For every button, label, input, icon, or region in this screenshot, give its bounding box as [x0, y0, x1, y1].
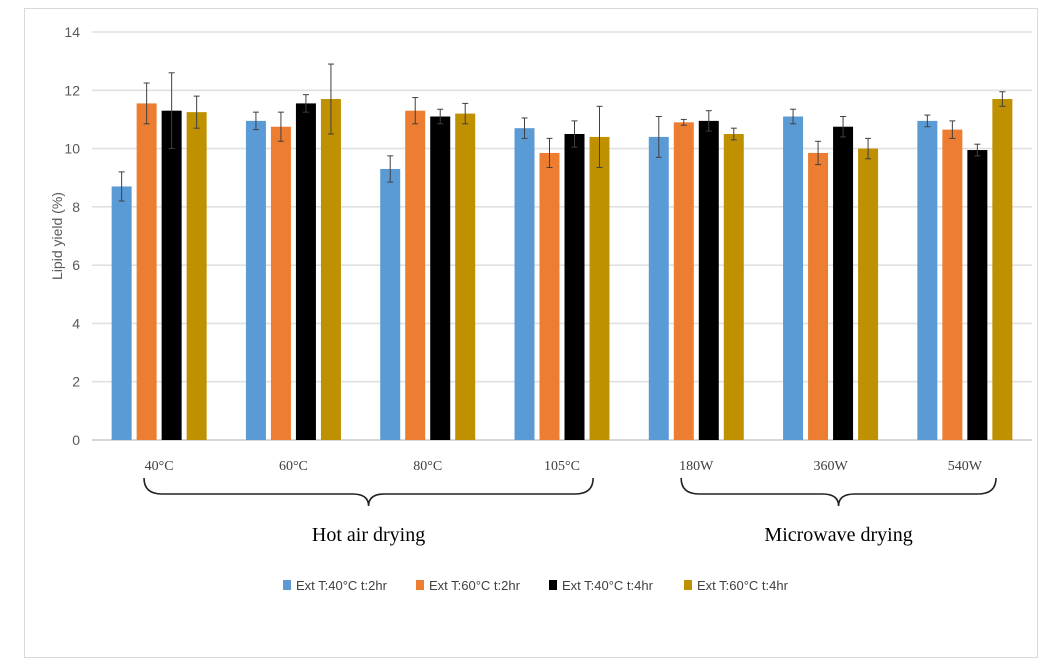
x-tick-label: 40°C [145, 459, 174, 474]
y-tick-label: 2 [72, 374, 80, 390]
bar [783, 116, 804, 440]
group-brace [680, 477, 997, 507]
y-tick-label: 6 [72, 257, 80, 273]
legend-label: Ext T:40°C t:4hr [562, 578, 654, 593]
bar [564, 134, 585, 440]
bar [111, 186, 132, 440]
y-axis-label: Lipid yield (%) [49, 192, 65, 280]
bar [380, 168, 401, 440]
legend-swatch [283, 580, 291, 590]
bar [245, 120, 266, 440]
bar [808, 152, 829, 440]
x-tick-label: 540W [948, 459, 983, 474]
bar [698, 120, 719, 440]
bar [942, 129, 963, 440]
bar [270, 126, 291, 440]
legend-swatch [416, 580, 424, 590]
y-tick-label: 4 [72, 315, 80, 331]
legend-label: Ext T:60°C t:2hr [429, 578, 521, 593]
bar [858, 148, 879, 441]
legend-label: Ext T:40°C t:2hr [296, 578, 388, 593]
bar [320, 99, 341, 441]
bar [589, 136, 610, 440]
group-label: Hot air drying [312, 524, 425, 546]
legend-swatch [684, 580, 692, 590]
bar [455, 113, 476, 440]
bar [723, 134, 744, 440]
x-tick-label: 60°C [279, 459, 308, 474]
bar [514, 128, 535, 440]
group-label: Microwave drying [764, 524, 912, 546]
bar [648, 136, 669, 440]
legend-label: Ext T:60°C t:4hr [697, 578, 789, 593]
y-tick-label: 14 [64, 24, 80, 40]
x-tick-label: 80°C [413, 459, 442, 474]
bar [992, 99, 1013, 441]
y-tick-label: 0 [72, 432, 80, 448]
bar [186, 112, 207, 441]
legend-swatch [549, 580, 557, 590]
bar [136, 103, 157, 441]
x-tick-label: 360W [813, 459, 848, 474]
bar [161, 110, 182, 440]
x-tick-label: 180W [679, 459, 714, 474]
y-tick-label: 12 [64, 82, 80, 98]
bar [430, 116, 451, 440]
x-tick-label: 105°C [544, 459, 580, 474]
y-tick-label: 8 [72, 199, 80, 215]
bar [967, 150, 988, 440]
bar [539, 152, 560, 440]
y-tick-label: 10 [64, 141, 80, 157]
bar [833, 126, 854, 440]
bar [405, 110, 426, 440]
group-brace [143, 477, 594, 507]
bar [295, 103, 316, 441]
bar [673, 122, 694, 440]
bar [917, 120, 938, 440]
